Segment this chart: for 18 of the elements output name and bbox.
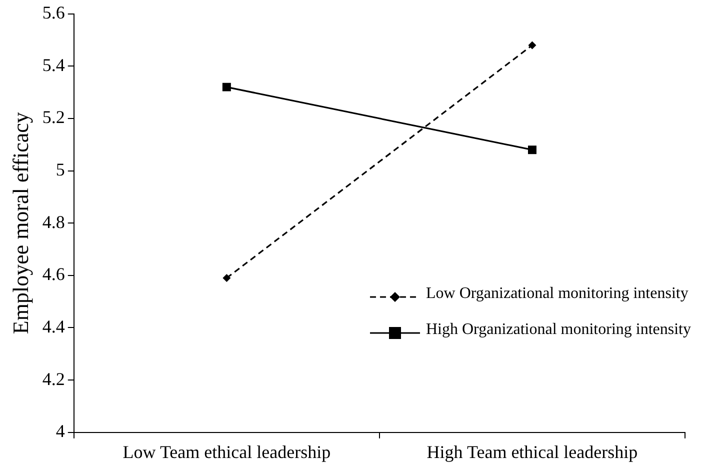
y-tick-label: 5 [56,160,65,180]
y-tick-label: 4.8 [42,212,65,232]
x-tick-label: High Team ethical leadership [426,442,638,462]
y-tick-label: 5.4 [42,54,65,75]
legend-label: Low Organizational monitoring intensity [426,285,688,303]
y-tick-label: 4.6 [42,264,65,284]
x-tick-label: Low Team ethical leadership [122,442,331,462]
point [222,82,231,92]
y-tick-label: 4 [56,421,65,442]
legend-label: High Organizational monitoring intensity [426,321,691,339]
point [528,146,536,154]
point [222,274,231,282]
y-tick-label: 4.4 [42,316,65,336]
y-tick-label: 5.2 [42,107,65,128]
point [528,41,536,50]
y-axis-title: Employee moral efficacy [8,112,33,334]
y-tick-label: 4.2 [42,368,65,389]
y-tick-label: 5.6 [42,2,65,23]
